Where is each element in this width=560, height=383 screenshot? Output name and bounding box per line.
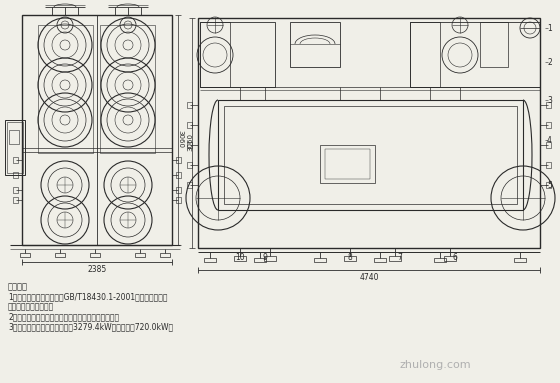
Bar (234, 256, 246, 261)
Bar (325, 149, 370, 179)
Text: 3: 3 (547, 95, 552, 105)
Bar (224, 106, 517, 204)
Bar (546, 162, 551, 168)
Bar (13, 172, 18, 178)
Text: 2: 2 (547, 57, 552, 67)
Text: 3、主要技术性能参数：制冷量3279.4kW，输入功率720.0kW。: 3、主要技术性能参数：制冷量3279.4kW，输入功率720.0kW。 (8, 322, 173, 331)
Bar (176, 172, 181, 178)
Bar (320, 145, 375, 183)
Text: 1、设计制造和验收应符合GB/T18430.1-2001《蒸气压缩循环: 1、设计制造和验收应符合GB/T18430.1-2001《蒸气压缩循环 (8, 292, 167, 301)
Bar (13, 187, 18, 193)
Bar (176, 197, 181, 203)
Bar (5, 120, 25, 175)
Bar (200, 22, 275, 87)
Bar (204, 258, 216, 262)
Bar (22, 15, 172, 245)
Text: 技术要求: 技术要求 (8, 282, 28, 291)
Bar (546, 122, 551, 128)
Bar (55, 253, 65, 257)
Bar (176, 187, 181, 193)
Bar (160, 253, 170, 257)
Text: 7: 7 (398, 254, 403, 262)
Bar (100, 25, 155, 153)
Bar (314, 258, 326, 262)
Bar (9, 130, 19, 144)
Bar (290, 22, 340, 67)
Bar (344, 256, 356, 261)
Bar (410, 22, 440, 87)
Bar (410, 22, 540, 87)
Text: 3060: 3060 (177, 130, 183, 148)
Text: 4: 4 (547, 136, 552, 144)
Bar (480, 22, 508, 67)
Bar (264, 256, 276, 261)
Bar (13, 157, 18, 163)
Text: 1: 1 (547, 23, 552, 33)
Bar (38, 25, 93, 153)
Text: 冷水（热泵）机组》；: 冷水（热泵）机组》； (8, 302, 54, 311)
Bar (434, 258, 446, 262)
Bar (176, 157, 181, 163)
Bar (135, 253, 145, 257)
Text: 9: 9 (263, 254, 268, 262)
Bar (254, 258, 266, 262)
Bar (374, 258, 386, 262)
Bar (389, 256, 401, 261)
Text: 8: 8 (348, 254, 352, 262)
Bar (444, 256, 456, 261)
Bar (20, 253, 30, 257)
Bar (7, 122, 23, 173)
Bar (90, 253, 100, 257)
Bar (514, 258, 526, 262)
Bar (546, 102, 551, 108)
Text: 6: 6 (452, 254, 458, 262)
Bar (198, 18, 540, 248)
Text: 2385: 2385 (87, 265, 106, 274)
Bar (187, 182, 192, 188)
Bar (187, 102, 192, 108)
Text: 4740: 4740 (360, 273, 379, 282)
Bar (200, 22, 230, 87)
Bar (187, 162, 192, 168)
Bar (546, 182, 551, 188)
Bar (13, 197, 18, 203)
Text: 3060: 3060 (187, 133, 193, 151)
Bar (546, 142, 551, 148)
Text: 10: 10 (235, 254, 245, 262)
Bar (187, 142, 192, 148)
Text: 2、装配及调试应按照对应的《装配工艺过程卡片》；: 2、装配及调试应按照对应的《装配工艺过程卡片》； (8, 312, 119, 321)
Text: zhulong.com: zhulong.com (399, 360, 471, 370)
Text: 5: 5 (547, 180, 552, 190)
Bar (187, 122, 192, 128)
Bar (218, 100, 523, 210)
